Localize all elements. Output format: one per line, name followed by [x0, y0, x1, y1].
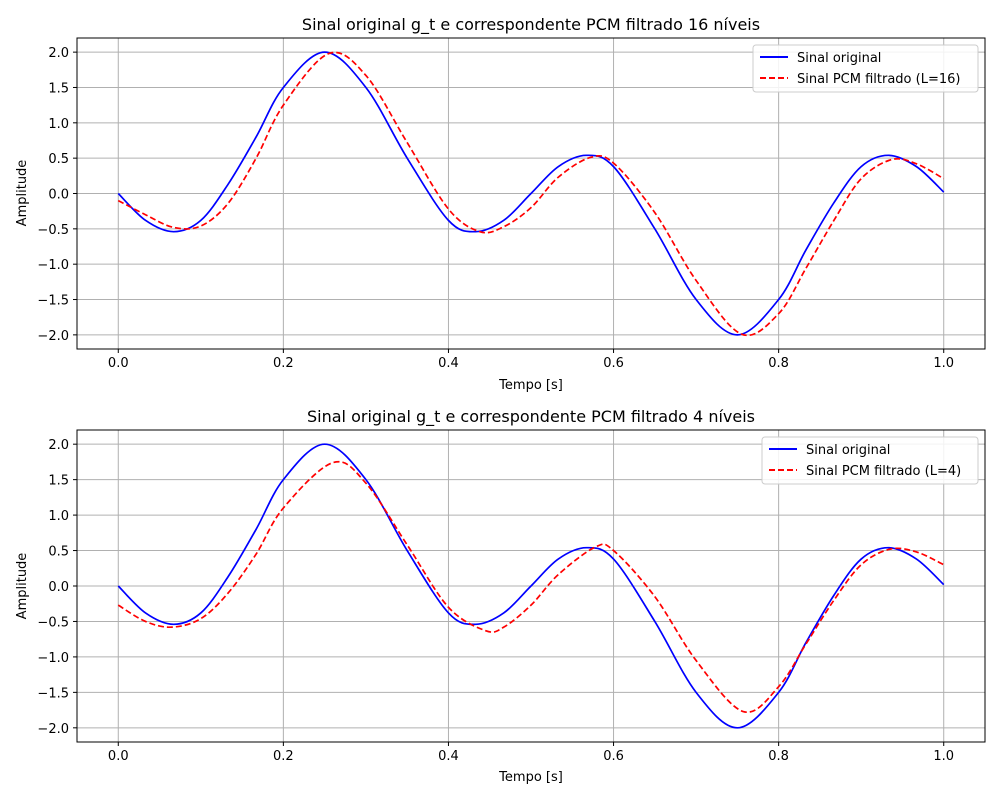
chart-top-ytick-label: −1.5	[37, 294, 69, 309]
chart-bottom-legend-box	[761, 436, 979, 485]
chart-bottom-ytick-label: −1.0	[37, 651, 69, 666]
chart-bottom-xlabel: Tempo [s]	[498, 770, 563, 785]
chart-top-series-pcm-filtrado-line	[117, 51, 945, 337]
chart-top-xlabel: Tempo [s]	[498, 378, 563, 393]
chart-top-ytick-label: −0.5	[37, 223, 69, 238]
chart-top-ytick-label: 2.0	[48, 46, 69, 61]
chart-bottom-legend-label-0: Sinal original	[806, 443, 890, 458]
chart-top-ytick-label: 1.0	[48, 117, 69, 132]
chart-top-ytick-label: 0.5	[48, 152, 69, 167]
chart-top-ticks: 0.0 0.2 0.4 0.6 0.8 1.0 2.0 1.5 1.0 0.5 0.0 −0.5 −1.…	[37, 46, 954, 371]
chart-top-ytick-label: 0.0	[48, 188, 69, 203]
chart-bottom-xtick-label: 0.6	[603, 749, 624, 764]
chart-bottom-ytick-label: −1.5	[37, 686, 69, 701]
chart-bottom-xtick-label: 0.0	[108, 749, 129, 764]
chart-bottom-ylabel: Amplitude	[15, 553, 30, 620]
chart-bottom-xtick-label: 0.8	[768, 749, 789, 764]
chart-top-series-sinal-original-line	[117, 51, 945, 336]
chart-bottom-ytick-label: 1.0	[48, 509, 69, 524]
chart-bottom-ytick-label: 2.0	[48, 438, 69, 453]
chart-bottom-ticks: 0.0 0.2 0.4 0.6 0.8 1.0 2.0 1.5 1.0 0.5 0.0 −0.5 −1.…	[37, 438, 954, 764]
chart-top-xtick-label: 0.4	[438, 356, 459, 371]
chart-bottom-xtick-label: 0.4	[438, 749, 459, 764]
chart-top-xtick-label: 0.6	[603, 356, 624, 371]
chart-bottom-ytick-label: −2.0	[37, 722, 69, 737]
chart-top: Sinal original g_t e correspondente PCM …	[15, 15, 986, 393]
chart-bottom-ytick-label: 0.5	[48, 545, 69, 560]
chart-top-legend: Sinal original Sinal PCM filtrado (L=16)	[752, 44, 979, 93]
chart-bottom-legend-label-1: Sinal PCM filtrado (L=4)	[806, 464, 961, 479]
chart-top-legend-label-0: Sinal original	[797, 51, 881, 66]
chart-top-ytick-label: −2.0	[37, 329, 69, 344]
chart-top-ytick-label: −1.0	[37, 258, 69, 273]
chart-top-ytick-label: 1.5	[48, 81, 69, 96]
chart-bottom-legend: Sinal original Sinal PCM filtrado (L=4)	[761, 436, 979, 485]
chart-top-legend-box	[752, 44, 979, 93]
chart-top-xtick-label: 1.0	[933, 356, 954, 371]
chart-bottom-xtick-label: 0.2	[273, 749, 294, 764]
chart-bottom-series-group	[117, 443, 945, 729]
chart-bottom-title: Sinal original g_t e correspondente PCM …	[307, 407, 755, 427]
chart-top-ylabel: Amplitude	[15, 160, 30, 227]
chart-bottom-ytick-label: −0.5	[37, 615, 69, 630]
chart-bottom-ytick-label: 0.0	[48, 580, 69, 595]
chart-top-xtick-label: 0.2	[273, 356, 294, 371]
chart-top-xtick-label: 0.8	[768, 356, 789, 371]
chart-top-series-group	[117, 51, 945, 337]
chart-bottom-xtick-label: 1.0	[933, 749, 954, 764]
chart-top-xtick-label: 0.0	[108, 356, 129, 371]
chart-top-title: Sinal original g_t e correspondente PCM …	[302, 15, 760, 35]
chart-top-legend-label-1: Sinal PCM filtrado (L=16)	[797, 72, 960, 87]
chart-bottom-ytick-label: 1.5	[48, 474, 69, 489]
chart-bottom-series-pcm-filtrado-line	[117, 460, 945, 714]
chart-bottom: Sinal original g_t e correspondente PCM …	[15, 407, 986, 785]
chart-bottom-series-sinal-original-line	[117, 443, 945, 729]
